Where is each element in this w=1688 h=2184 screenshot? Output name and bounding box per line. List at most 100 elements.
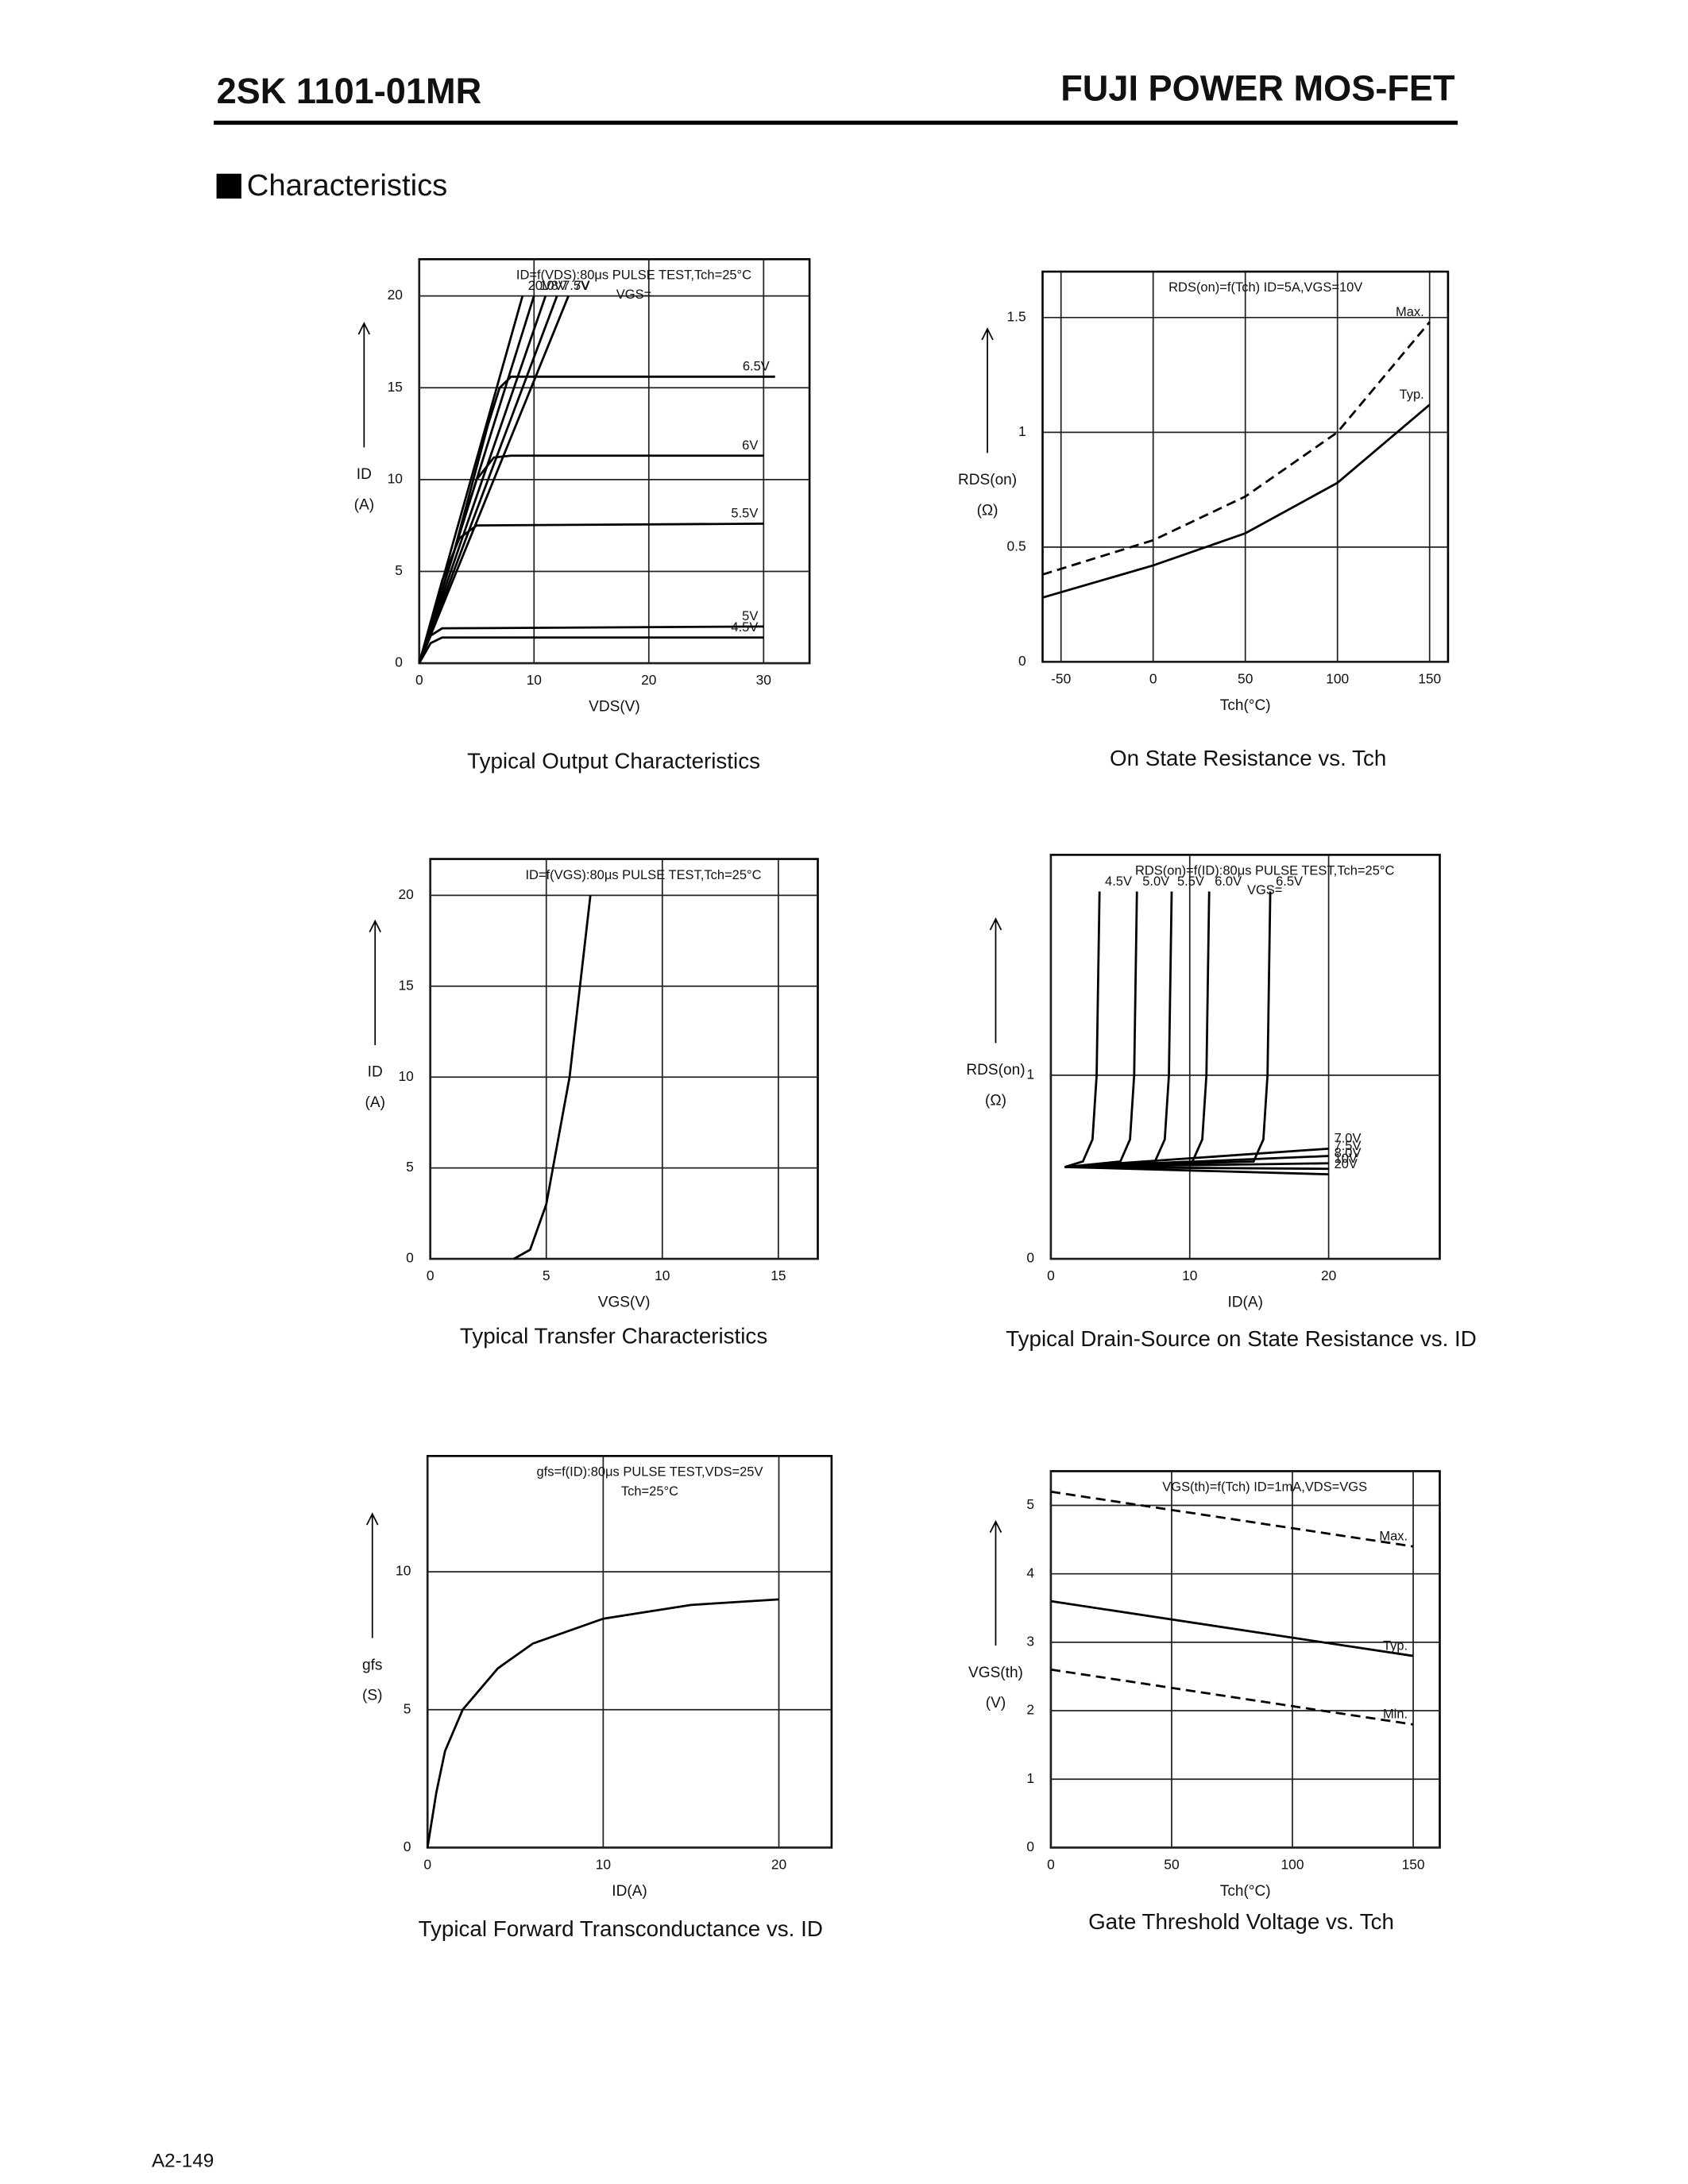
x-axis-label: Tch(°C) [1220, 697, 1271, 714]
y-tick-label: 0 [1026, 1250, 1034, 1266]
series-line [426, 1598, 779, 1848]
series-line [1050, 1490, 1414, 1548]
annotation: RDS(on)=f(ID):80μs PULSE TEST,Tch=25°C [1135, 864, 1394, 878]
y-axis-unit: (A) [365, 1094, 385, 1111]
x-tick-label: 10 [655, 1268, 670, 1283]
y-tick-label: 20 [388, 287, 403, 303]
series-label: 10V [1335, 1152, 1358, 1166]
y-axis-unit: (V) [986, 1695, 1006, 1711]
x-tick-label: 100 [1281, 1857, 1304, 1873]
annotation: ID=f(VGS):80μs PULSE TEST,Tch=25°C [525, 868, 761, 882]
series-label: 6.5V [743, 360, 770, 374]
chart-caption: Typical Output Characteristics [467, 748, 760, 773]
y-tick-label: 15 [388, 379, 403, 395]
x-tick-label: 30 [756, 672, 771, 688]
series-label: 7.0V [1335, 1132, 1362, 1146]
y-axis-label: VGS(th) [968, 1665, 1023, 1681]
series-label: 6V [742, 438, 758, 453]
x-tick-label: -50 [1051, 670, 1071, 686]
series-label: Max. [1396, 305, 1424, 319]
series-line [1064, 1166, 1329, 1176]
plot-frame [1049, 854, 1441, 1260]
y-tick-label: 1 [1026, 1066, 1034, 1082]
annotation: ID=f(VDS):80μs PULSE TEST,Tch=25°C [516, 268, 751, 283]
chart-caption: Typical Transfer Characteristics [460, 1323, 767, 1348]
x-tick-label: 15 [771, 1268, 786, 1283]
x-tick-label: 0 [427, 1268, 435, 1283]
y-tick-label: 5 [404, 1700, 411, 1716]
annotation: VGS= [616, 287, 651, 302]
series-label: 20V [1335, 1157, 1358, 1171]
series-line [418, 454, 764, 664]
y-tick-label: 0 [404, 1839, 411, 1854]
x-axis-label: ID(A) [1227, 1295, 1263, 1311]
y-axis-label: ID [357, 466, 372, 483]
axis-arrow [357, 322, 371, 448]
plot-frame [429, 858, 819, 1260]
series-label: Min. [1383, 1707, 1408, 1721]
series-label: 4.5V [731, 620, 758, 635]
x-tick-label: 0 [423, 1857, 431, 1873]
series-label: 7V [574, 279, 590, 293]
series-line [418, 295, 547, 664]
x-tick-label: 20 [771, 1857, 786, 1873]
series-line [418, 522, 764, 664]
y-axis-unit: (S) [362, 1687, 382, 1704]
series-label: 7.5V [1335, 1139, 1362, 1153]
annotation: VGS= [1247, 883, 1282, 897]
series-label: Typ. [1383, 1638, 1408, 1653]
part-number: 2SK 1101-01MR [217, 71, 482, 111]
series-line [1064, 1155, 1329, 1168]
x-tick-label: 10 [596, 1857, 611, 1873]
annotation: Tch=25°C [621, 1484, 678, 1499]
x-tick-label: 10 [527, 672, 542, 688]
y-tick-label: 10 [399, 1068, 414, 1084]
y-tick-label: 5 [1026, 1496, 1034, 1512]
y-tick-label: 2 [1026, 1702, 1034, 1718]
y-tick-label: 0 [1026, 1839, 1034, 1854]
x-tick-label: 0 [1047, 1268, 1055, 1283]
series-line [1064, 891, 1272, 1168]
x-axis-label: Tch(°C) [1220, 1883, 1271, 1900]
series-line [1050, 1599, 1414, 1657]
chart-caption: On State Resistance vs. Tch [1110, 746, 1386, 770]
x-tick-label: 20 [1321, 1268, 1336, 1283]
y-tick-label: 4 [1026, 1565, 1034, 1580]
series-line [1042, 403, 1431, 599]
series-label: Max. [1379, 1529, 1408, 1543]
series-line [1064, 891, 1173, 1168]
y-tick-label: 5 [395, 562, 403, 578]
chart-caption: Typical Drain-Source on State Resistance… [1006, 1326, 1477, 1351]
x-axis-label: VDS(V) [589, 699, 640, 716]
x-axis-label: ID(A) [612, 1883, 647, 1900]
section-bullet [216, 173, 241, 199]
series-line [1042, 321, 1431, 576]
y-tick-label: 0 [406, 1250, 414, 1266]
y-tick-label: 3 [1026, 1633, 1034, 1649]
x-tick-label: 150 [1402, 1857, 1425, 1873]
y-tick-label: 0 [1018, 653, 1026, 669]
series-label: 6.5V [1276, 874, 1303, 889]
series-label: 5.5V [1177, 874, 1204, 889]
series-line [418, 625, 764, 664]
series-line [1050, 1668, 1414, 1726]
series-line [1064, 891, 1101, 1168]
y-tick-label: 0 [395, 654, 403, 670]
y-axis-unit: (Ω) [985, 1092, 1006, 1109]
x-tick-label: 0 [1047, 1857, 1055, 1873]
series-line [1064, 1147, 1329, 1168]
chart-caption: Typical Forward Transconductance vs. ID [419, 1916, 823, 1941]
x-axis-label: VGS(V) [598, 1295, 651, 1311]
y-tick-label: 1.5 [1007, 308, 1026, 324]
x-tick-label: 100 [1326, 670, 1349, 686]
series-line [418, 295, 558, 664]
series-label: 6.0V [1215, 874, 1242, 889]
y-tick-label: 20 [399, 886, 414, 902]
y-axis-label: ID [368, 1064, 383, 1081]
y-tick-label: 10 [396, 1563, 411, 1579]
y-tick-label: 1 [1026, 1770, 1034, 1786]
x-tick-label: 20 [641, 672, 656, 688]
y-axis-label: gfs [362, 1657, 382, 1673]
y-tick-label: 1 [1018, 423, 1026, 439]
series-line [418, 636, 764, 664]
